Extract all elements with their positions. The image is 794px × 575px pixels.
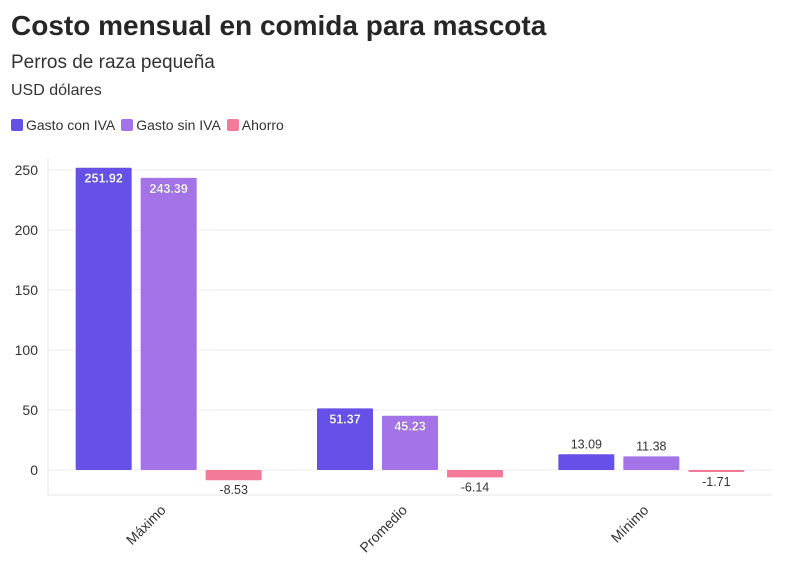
y-tick-label: 0 <box>30 462 38 478</box>
legend-swatch <box>11 119 23 131</box>
bar <box>382 415 438 470</box>
bar <box>623 456 680 470</box>
legend-label: Ahorro <box>241 117 284 133</box>
data-label: 13.09 <box>571 437 602 451</box>
y-tick-label: 200 <box>15 222 39 238</box>
y-tick-label: 50 <box>22 402 38 418</box>
bar <box>317 408 373 470</box>
data-label: -8.53 <box>219 483 248 497</box>
x-tick-label: Promedio <box>356 502 410 556</box>
legend-item-gasto-sin-iva[interactable]: Gasto sin IVA <box>121 117 221 133</box>
data-label: 11.38 <box>636 439 666 453</box>
legend-label: Gasto con IVA <box>26 117 116 133</box>
chart-title: Costo mensual en comida para mascota <box>11 10 547 41</box>
data-label: -1.71 <box>702 475 731 489</box>
bar <box>75 167 132 471</box>
bar <box>447 470 503 478</box>
data-label: 45.23 <box>394 420 425 434</box>
data-label: -6.14 <box>461 480 490 494</box>
legend-item-ahorro[interactable]: Ahorro <box>226 117 284 133</box>
chart-subtitle: Perros de raza pequeña <box>11 52 215 73</box>
chart-unit: USD dólares <box>11 82 102 99</box>
legend-item-gasto-con-iva[interactable]: Gasto con IVA <box>11 117 115 133</box>
bar <box>558 454 615 470</box>
legend-swatch <box>226 119 239 131</box>
y-tick-label: 100 <box>15 342 39 358</box>
bar-chart: 0 50 100 150 200 250 251.92 243.39 -8.53 Máximo 51… <box>15 158 772 556</box>
bar <box>688 470 745 473</box>
legend: Gasto con IVA Gasto sin IVA Ahorro <box>11 117 290 133</box>
x-tick-label: Mínimo <box>608 502 652 546</box>
y-tick-label: 250 <box>15 162 39 178</box>
data-label: 243.39 <box>150 182 188 196</box>
x-tick-label: Máximo <box>123 502 169 548</box>
data-label: 51.37 <box>329 412 360 426</box>
y-tick-label: 150 <box>15 282 39 298</box>
bar <box>205 470 262 481</box>
legend-label: Gasto sin IVA <box>136 117 221 133</box>
data-label: 251.92 <box>85 172 123 186</box>
bar <box>140 177 197 470</box>
legend-swatch <box>121 119 134 131</box>
